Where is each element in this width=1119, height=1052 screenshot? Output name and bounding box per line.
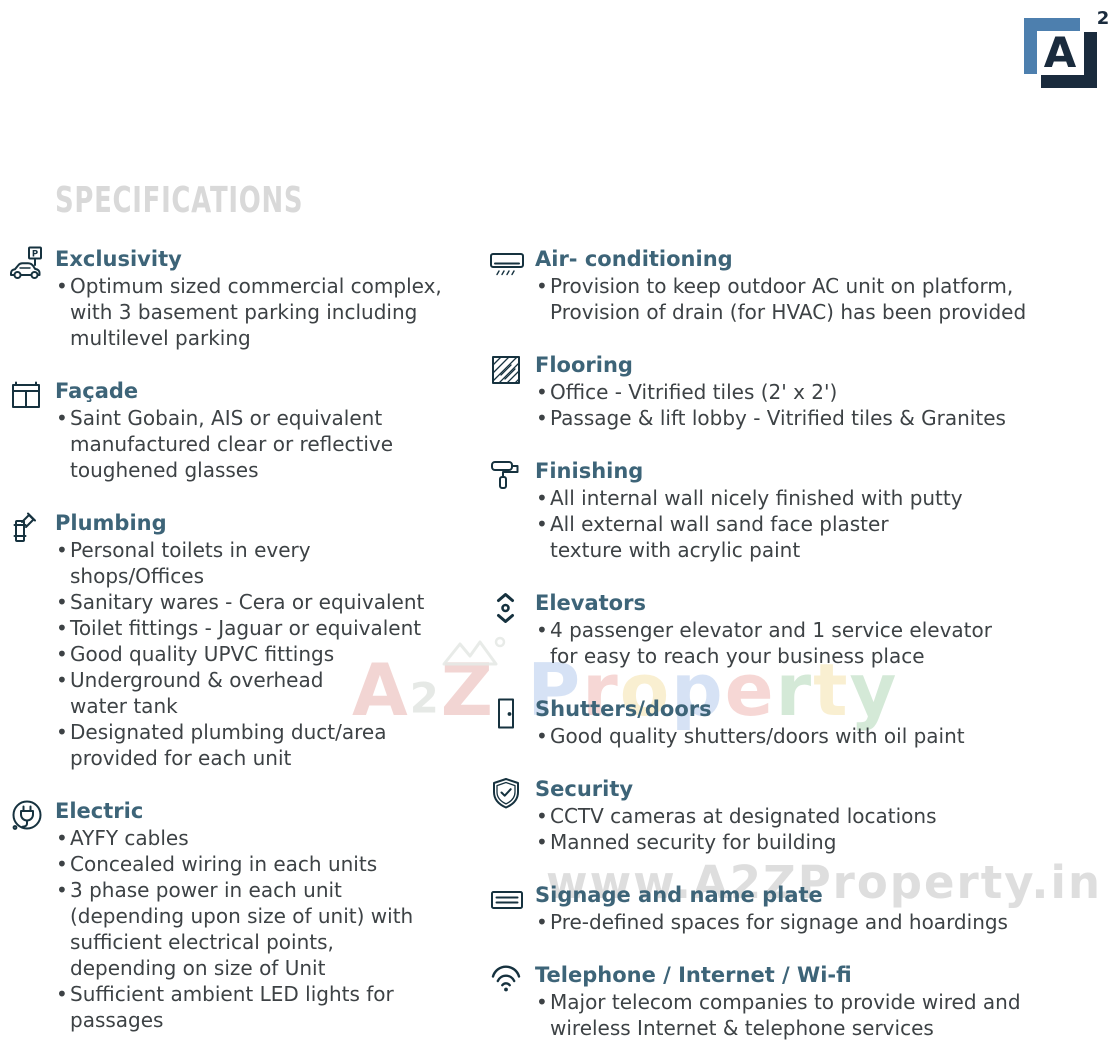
spec-section-finishing: FinishingAll internal wall nicely finish…	[488, 457, 1113, 563]
spec-bullet-list: Provision to keep outdoor AC unit on pla…	[535, 273, 1113, 325]
spec-bullet: Designated plumbing duct/area provided f…	[55, 719, 470, 771]
window-facade-icon	[8, 377, 46, 483]
spec-bullet-list: 4 passenger elevator and 1 service eleva…	[535, 617, 1113, 669]
spec-bullet: Sanitary wares - Cera or equivalent	[55, 589, 470, 615]
door-icon	[488, 695, 526, 749]
spec-heading: Air- conditioning	[535, 247, 733, 271]
spec-section-signage: Signage and name platePre-defined spaces…	[488, 881, 1113, 935]
spec-bullet: Saint Gobain, AIS or equivalent manufact…	[55, 405, 470, 483]
tiles-icon	[488, 351, 526, 431]
spec-bullet-list: Pre-defined spaces for signage and hoard…	[535, 909, 1113, 935]
spec-section-exclusivity: P ExclusivityOptimum sized commercial co…	[8, 245, 470, 351]
brand-logo: A 2	[1018, 8, 1110, 94]
spec-heading: Signage and name plate	[535, 883, 823, 907]
spec-heading: Finishing	[535, 459, 644, 483]
spec-bullet: Personal toilets in every shops/Offices	[55, 537, 470, 589]
logo-letter: A	[1044, 28, 1077, 77]
watermark-url: www.A2ZProperty.in	[546, 856, 1102, 909]
spec-bullet: 4 passenger elevator and 1 service eleva…	[535, 617, 1113, 669]
plug-icon	[8, 797, 46, 1033]
spec-heading: Flooring	[535, 353, 633, 377]
spec-bullet-list: Optimum sized commercial complex, with 3…	[55, 273, 470, 351]
logo-superscript: 2	[1097, 8, 1110, 29]
shield-check-icon	[488, 775, 526, 855]
spec-section-electric: ElectricAYFY cablesConcealed wiring in e…	[8, 797, 470, 1033]
spec-bullet: AYFY cables	[55, 825, 470, 851]
spec-heading: Exclusivity	[55, 247, 182, 271]
spec-bullet: Concealed wiring in each units	[55, 851, 470, 877]
svg-text:P: P	[32, 250, 38, 260]
spec-bullet: Passage & lift lobby - Vitrified tiles &…	[535, 405, 1113, 431]
spec-heading: Shutters/doors	[535, 697, 712, 721]
spec-bullet-list: All internal wall nicely finished with p…	[535, 485, 1113, 563]
spec-bullet: Provision to keep outdoor AC unit on pla…	[535, 273, 1113, 325]
spec-bullet: 3 phase power in each unit (depending up…	[55, 877, 470, 981]
spec-bullet: Toilet fittings - Jaguar or equivalent	[55, 615, 470, 641]
spec-section-flooring: FlooringOffice - Vitrified tiles (2' x 2…	[488, 351, 1113, 431]
spec-heading: Telephone / Internet / Wi-fi	[535, 963, 852, 987]
spec-bullet-list: AYFY cablesConcealed wiring in each unit…	[55, 825, 470, 1033]
ac-unit-icon	[488, 245, 526, 325]
spec-bullet: Office - Vitrified tiles (2' x 2')	[535, 379, 1113, 405]
spec-bullet: Manned security for building	[535, 829, 1113, 855]
logo-mark: A 2	[1024, 8, 1110, 88]
spec-heading: Security	[535, 777, 634, 801]
paint-roller-icon	[488, 457, 526, 563]
car-parking-icon: P	[8, 245, 46, 351]
page-title: SPECIFICATIONS	[55, 180, 304, 221]
spec-bullet: Sufficient ambient LED lights for passag…	[55, 981, 470, 1033]
spec-bullet: Underground & overhead water tank	[55, 667, 470, 719]
spec-bullet-list: Saint Gobain, AIS or equivalent manufact…	[55, 405, 470, 483]
spec-section-security: SecurityCCTV cameras at designated locat…	[488, 775, 1113, 855]
spec-column-left: P ExclusivityOptimum sized commercial co…	[8, 245, 470, 1052]
spec-section-elevators: Elevators4 passenger elevator and 1 serv…	[488, 589, 1113, 669]
spec-bullet: All internal wall nicely finished with p…	[535, 485, 1113, 511]
spec-heading: Elevators	[535, 591, 646, 615]
spec-bullet: CCTV cameras at designated locations	[535, 803, 1113, 829]
signboard-icon	[488, 881, 526, 935]
spec-bullet: Good quality shutters/doors with oil pai…	[535, 723, 1113, 749]
spec-heading: Plumbing	[55, 511, 167, 535]
spec-section-plumbing: PlumbingPersonal toilets in every shops/…	[8, 509, 470, 771]
spec-bullet: Optimum sized commercial complex, with 3…	[55, 273, 470, 351]
spec-heading: Façade	[55, 379, 139, 403]
spec-section-air-conditioning: Air- conditioningProvision to keep outdo…	[488, 245, 1113, 325]
logo-bracket-light	[1024, 18, 1080, 74]
spec-bullet: Good quality UPVC fittings	[55, 641, 470, 667]
spec-section-telephone-internet-wifi: Telephone / Internet / Wi-fiMajor teleco…	[488, 961, 1113, 1041]
spec-bullet-list: CCTV cameras at designated locationsMann…	[535, 803, 1113, 855]
spec-heading: Electric	[55, 799, 144, 823]
pipe-icon	[8, 509, 46, 771]
spec-bullet-list: Major telecom companies to provide wired…	[535, 989, 1113, 1041]
spec-section-facade: FaçadeSaint Gobain, AIS or equivalent ma…	[8, 377, 470, 483]
spec-column-right: Air- conditioningProvision to keep outdo…	[488, 245, 1113, 1052]
spec-bullet-list: Good quality shutters/doors with oil pai…	[535, 723, 1113, 749]
elevator-icon	[488, 589, 526, 669]
spec-bullet: Pre-defined spaces for signage and hoard…	[535, 909, 1113, 935]
spec-bullet: All external wall sand face plaster text…	[535, 511, 1113, 563]
spec-bullet: Major telecom companies to provide wired…	[535, 989, 1113, 1041]
logo-bracket-dark	[1041, 32, 1097, 88]
wifi-icon	[488, 961, 526, 1041]
spec-bullet-list: Office - Vitrified tiles (2' x 2')Passag…	[535, 379, 1113, 431]
spec-bullet-list: Personal toilets in every shops/OfficesS…	[55, 537, 470, 771]
spec-section-shutters-doors: Shutters/doorsGood quality shutters/door…	[488, 695, 1113, 749]
